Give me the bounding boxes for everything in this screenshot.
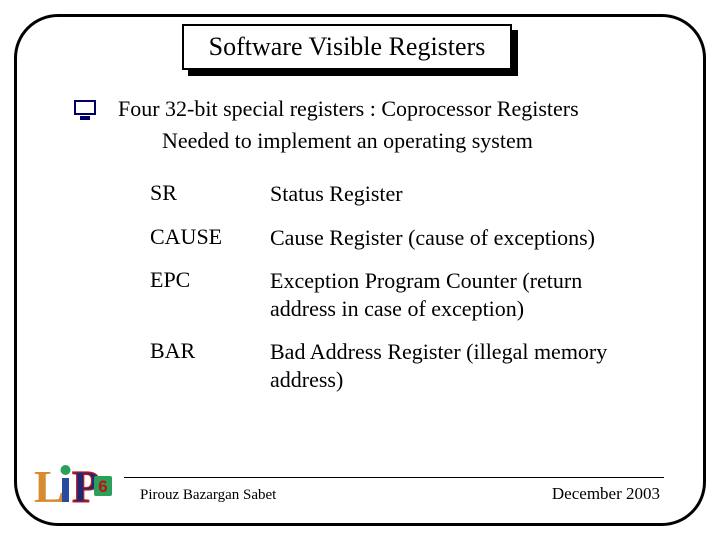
registers-table: SR Status Register CAUSE Cause Register … [150, 172, 650, 401]
reg-name: CAUSE [150, 224, 270, 250]
monitor-bullet-icon [74, 100, 96, 118]
svg-text:L: L [34, 461, 65, 510]
table-row: BAR Bad Address Register (illegal memory… [150, 330, 650, 401]
lip6-logo: L P P 6 [34, 460, 114, 510]
reg-name: EPC [150, 267, 270, 293]
footer-divider [124, 477, 664, 478]
reg-name: BAR [150, 338, 270, 364]
table-row: SR Status Register [150, 172, 650, 216]
slide-title: Software Visible Registers [209, 32, 486, 62]
table-row: CAUSE Cause Register (cause of exception… [150, 216, 650, 260]
table-row: EPC Exception Program Counter (return ad… [150, 259, 650, 330]
reg-desc: Cause Register (cause of exceptions) [270, 224, 650, 252]
reg-desc: Exception Program Counter (return addres… [270, 267, 650, 322]
lead-line-2: Needed to implement an operating system [162, 128, 533, 154]
lead-line-1: Four 32-bit special registers : Coproces… [118, 96, 579, 122]
svg-text:6: 6 [98, 477, 107, 496]
footer-author: Pirouz Bazargan Sabet [140, 487, 276, 504]
title-box: Software Visible Registers [182, 24, 512, 70]
reg-desc: Bad Address Register (illegal memory add… [270, 338, 650, 393]
reg-name: SR [150, 180, 270, 206]
footer-date: December 2003 [552, 484, 660, 504]
reg-desc: Status Register [270, 180, 650, 208]
